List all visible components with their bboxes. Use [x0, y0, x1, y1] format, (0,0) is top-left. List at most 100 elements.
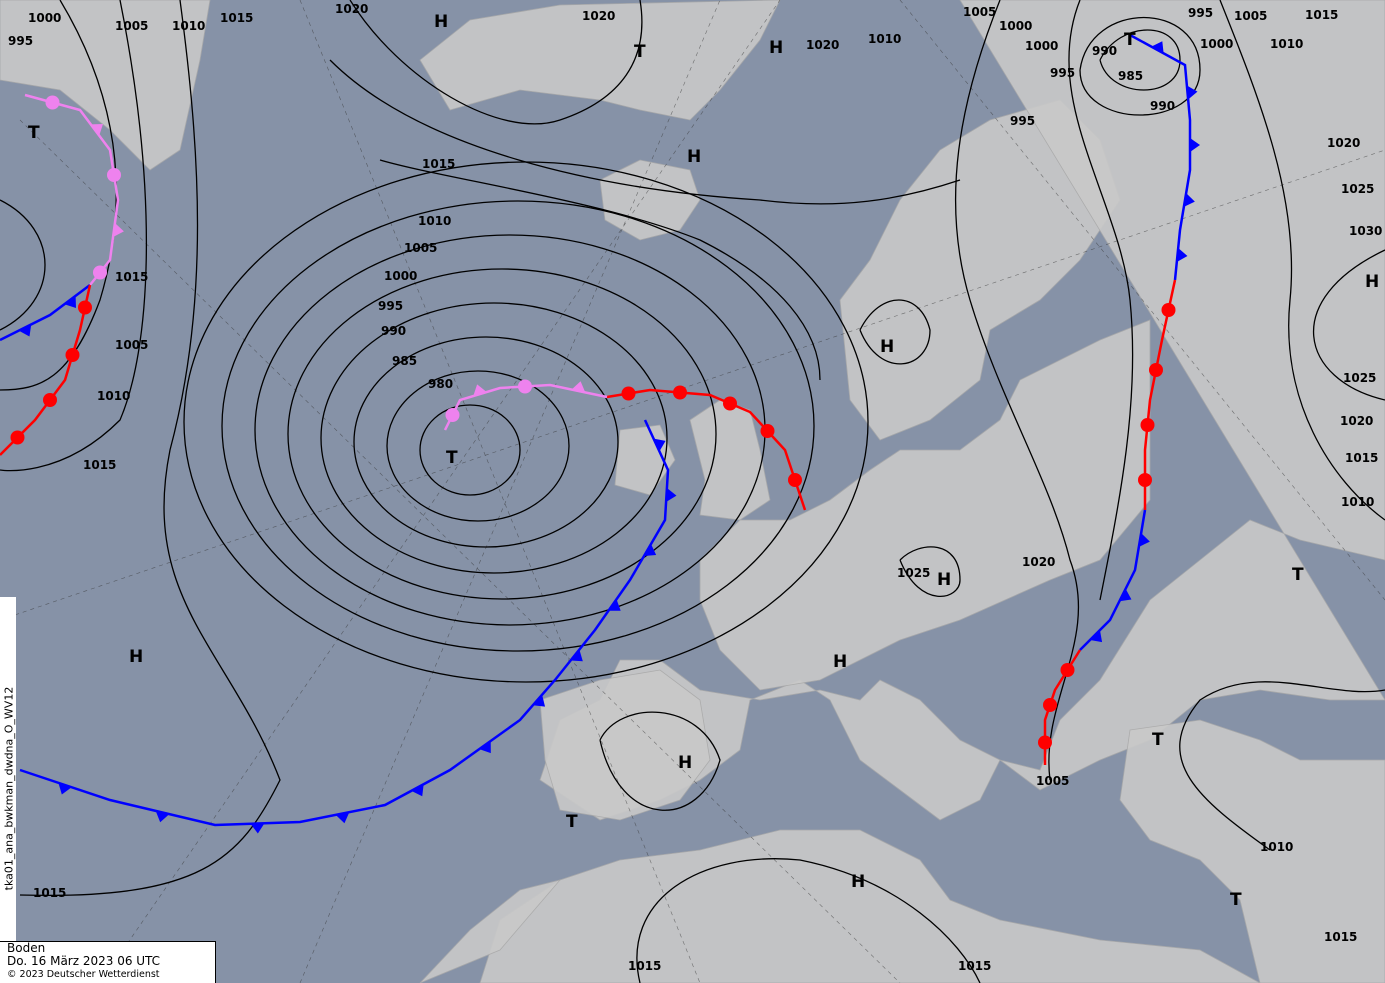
isobar-label: 1005 [963, 5, 996, 19]
land-shape [599, 159, 701, 241]
cold-front-triangle [1090, 630, 1103, 643]
cold-front-triangle [18, 324, 32, 337]
cold-front-triangle [250, 823, 265, 834]
isobar-label: 1005 [1234, 9, 1267, 23]
isobar-label: 1015 [33, 886, 66, 900]
isobar-label: 1020 [1327, 136, 1360, 150]
isobar-label: 1000 [384, 269, 417, 283]
cold-front-triangle [155, 810, 170, 823]
isobar-label: 990 [1150, 99, 1175, 113]
isobar-label: 1015 [1345, 451, 1378, 465]
isobar-label: 1000 [28, 11, 61, 25]
warm-front-semicircle [760, 424, 775, 438]
grid-line [899, 0, 1385, 601]
isobar-label: 995 [1010, 114, 1035, 128]
cold-front-triangle [1186, 85, 1198, 100]
isobar [1068, 0, 1134, 601]
isobar [254, 234, 766, 626]
fronts [0, 33, 1200, 834]
isobar [19, 0, 281, 897]
grid-line [0, 149, 1385, 621]
isobar [329, 59, 961, 205]
isobar [320, 302, 668, 574]
low-pressure-center: T [1230, 890, 1242, 910]
warm-front-semicircle [78, 300, 92, 315]
level-label: Boden [7, 941, 46, 955]
low-pressure-center: T [1292, 565, 1304, 585]
isobar-label: 1005 [115, 19, 148, 33]
low-pressure-center: T [1152, 730, 1164, 750]
isobar [379, 159, 821, 381]
grid-line [299, 0, 721, 983]
isobar-label: 1015 [1305, 8, 1338, 22]
isobar-label: 1015 [1324, 930, 1357, 944]
cold-front-triangle [1151, 41, 1164, 54]
isobar-label: 990 [381, 324, 406, 338]
high-pressure-center: H [937, 570, 951, 590]
isobar-label: 985 [392, 354, 417, 368]
isobar [1179, 681, 1385, 851]
isobar-label: 1010 [1270, 37, 1303, 51]
cold-front-triangle [1138, 533, 1150, 547]
isobar [287, 268, 717, 600]
isobar-label: 1025 [897, 566, 930, 580]
high-pressure-center: H [1365, 272, 1379, 292]
cold-front-triangle [1176, 248, 1188, 262]
grid-line [19, 119, 901, 983]
datetime-label: Do. 16 März 2023 06 UTC [7, 954, 161, 968]
isobar-label: 995 [378, 299, 403, 313]
warm-front-semicircle [1060, 663, 1075, 677]
warm-front-semicircle [445, 408, 460, 422]
pressure-centers: H T H T T H H H T H H H T T T H H T [28, 12, 1379, 910]
isobar-label: 995 [1050, 66, 1075, 80]
isobar [0, 0, 148, 472]
high-pressure-center: H [769, 38, 783, 58]
isobar [1312, 249, 1385, 401]
isobar-label: 1005 [1036, 774, 1069, 788]
isobar-label: 990 [1092, 44, 1117, 58]
isobar-label: 980 [428, 377, 453, 391]
copyright-label: © 2023 Deutscher Wetterdienst [7, 969, 160, 980]
cold-front-triangle [113, 223, 124, 237]
cold-front-triangle [666, 488, 677, 502]
isobar-label: 1010 [97, 389, 130, 403]
isobar-label: 1005 [404, 241, 437, 255]
isobar [221, 200, 815, 652]
warm-front-semicircle [1043, 698, 1057, 712]
isobar-label: 1000 [999, 19, 1032, 33]
isobar [1099, 29, 1181, 91]
warm-front-semicircle [1149, 363, 1163, 377]
warm-front-semicircle [621, 386, 636, 401]
isobar [1219, 0, 1385, 521]
low-pressure-center: T [566, 812, 578, 832]
isobar-label: 1015 [628, 959, 661, 973]
grid-line [299, 0, 701, 983]
cold-front-triangle [1190, 138, 1200, 152]
high-pressure-center: H [434, 12, 448, 32]
high-pressure-center: H [880, 337, 894, 357]
isobar-label: 1015 [115, 270, 148, 284]
cold-front-triangle [473, 384, 487, 397]
cold-front [19, 419, 670, 827]
isobar [419, 404, 521, 496]
isobar [1079, 16, 1201, 116]
isobar-label: 1010 [172, 19, 205, 33]
warm-front-semicircle [107, 168, 121, 182]
isobar-label: 1010 [1341, 495, 1374, 509]
warm-front [1143, 279, 1177, 510]
cold-front-triangle [335, 812, 350, 824]
low-pressure-center: T [1124, 30, 1136, 50]
cold-front-triangle [90, 124, 103, 136]
land-shape [539, 669, 711, 821]
low-pressure-center: T [446, 448, 458, 468]
warm-front-semicircle [788, 473, 802, 487]
low-pressure-center: T [28, 123, 40, 143]
isobar-label: 1030 [1349, 224, 1382, 238]
isobar [349, 0, 643, 125]
product-id-label: tka01_ana_bwkman_dwdna_O_WV12 [0, 597, 16, 982]
land-shape [1119, 719, 1385, 983]
high-pressure-center: H [851, 872, 865, 892]
